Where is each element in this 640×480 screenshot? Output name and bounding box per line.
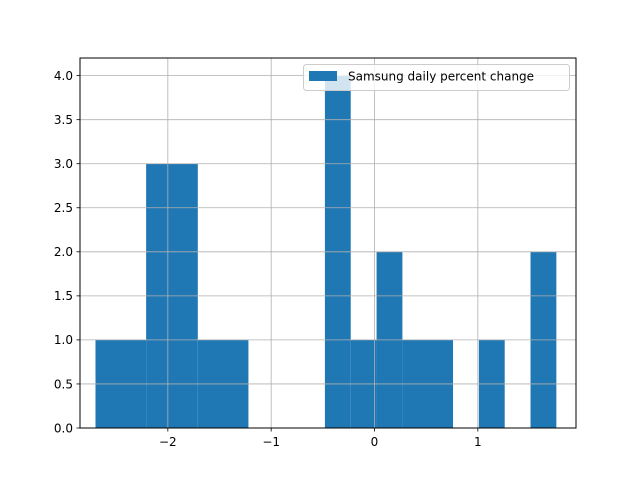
y-tick-label: 0.5 <box>54 377 73 391</box>
y-tick-label: 2.5 <box>54 201 73 215</box>
grid-lines-front <box>80 58 576 429</box>
legend-box <box>303 64 570 91</box>
plot-frame <box>79 57 577 429</box>
x-tick-label: −2 <box>159 435 177 449</box>
y-tick-label: 3.0 <box>54 157 73 171</box>
y-tick-label: 1.0 <box>54 333 73 347</box>
axis-ticks: −2 −1 0 1 0.0 0.5 1.0 1.5 2.0 2.5 3.0 3.5 4.0 <box>54 69 482 449</box>
legend-label: Samsung daily percent change <box>348 70 534 84</box>
y-tick-label: 1.5 <box>54 289 73 303</box>
y-tick-label: 4.0 <box>54 69 73 83</box>
x-tick-label: 0 <box>371 435 379 449</box>
y-tick-label: 0.0 <box>54 421 73 435</box>
x-tick-label: 1 <box>474 435 482 449</box>
legend: Samsung daily percent change <box>303 64 570 91</box>
y-tick-label: 3.5 <box>54 113 73 127</box>
x-tick-label: −1 <box>262 435 280 449</box>
y-tick-label: 2.0 <box>54 245 73 259</box>
legend-swatch <box>309 71 337 81</box>
